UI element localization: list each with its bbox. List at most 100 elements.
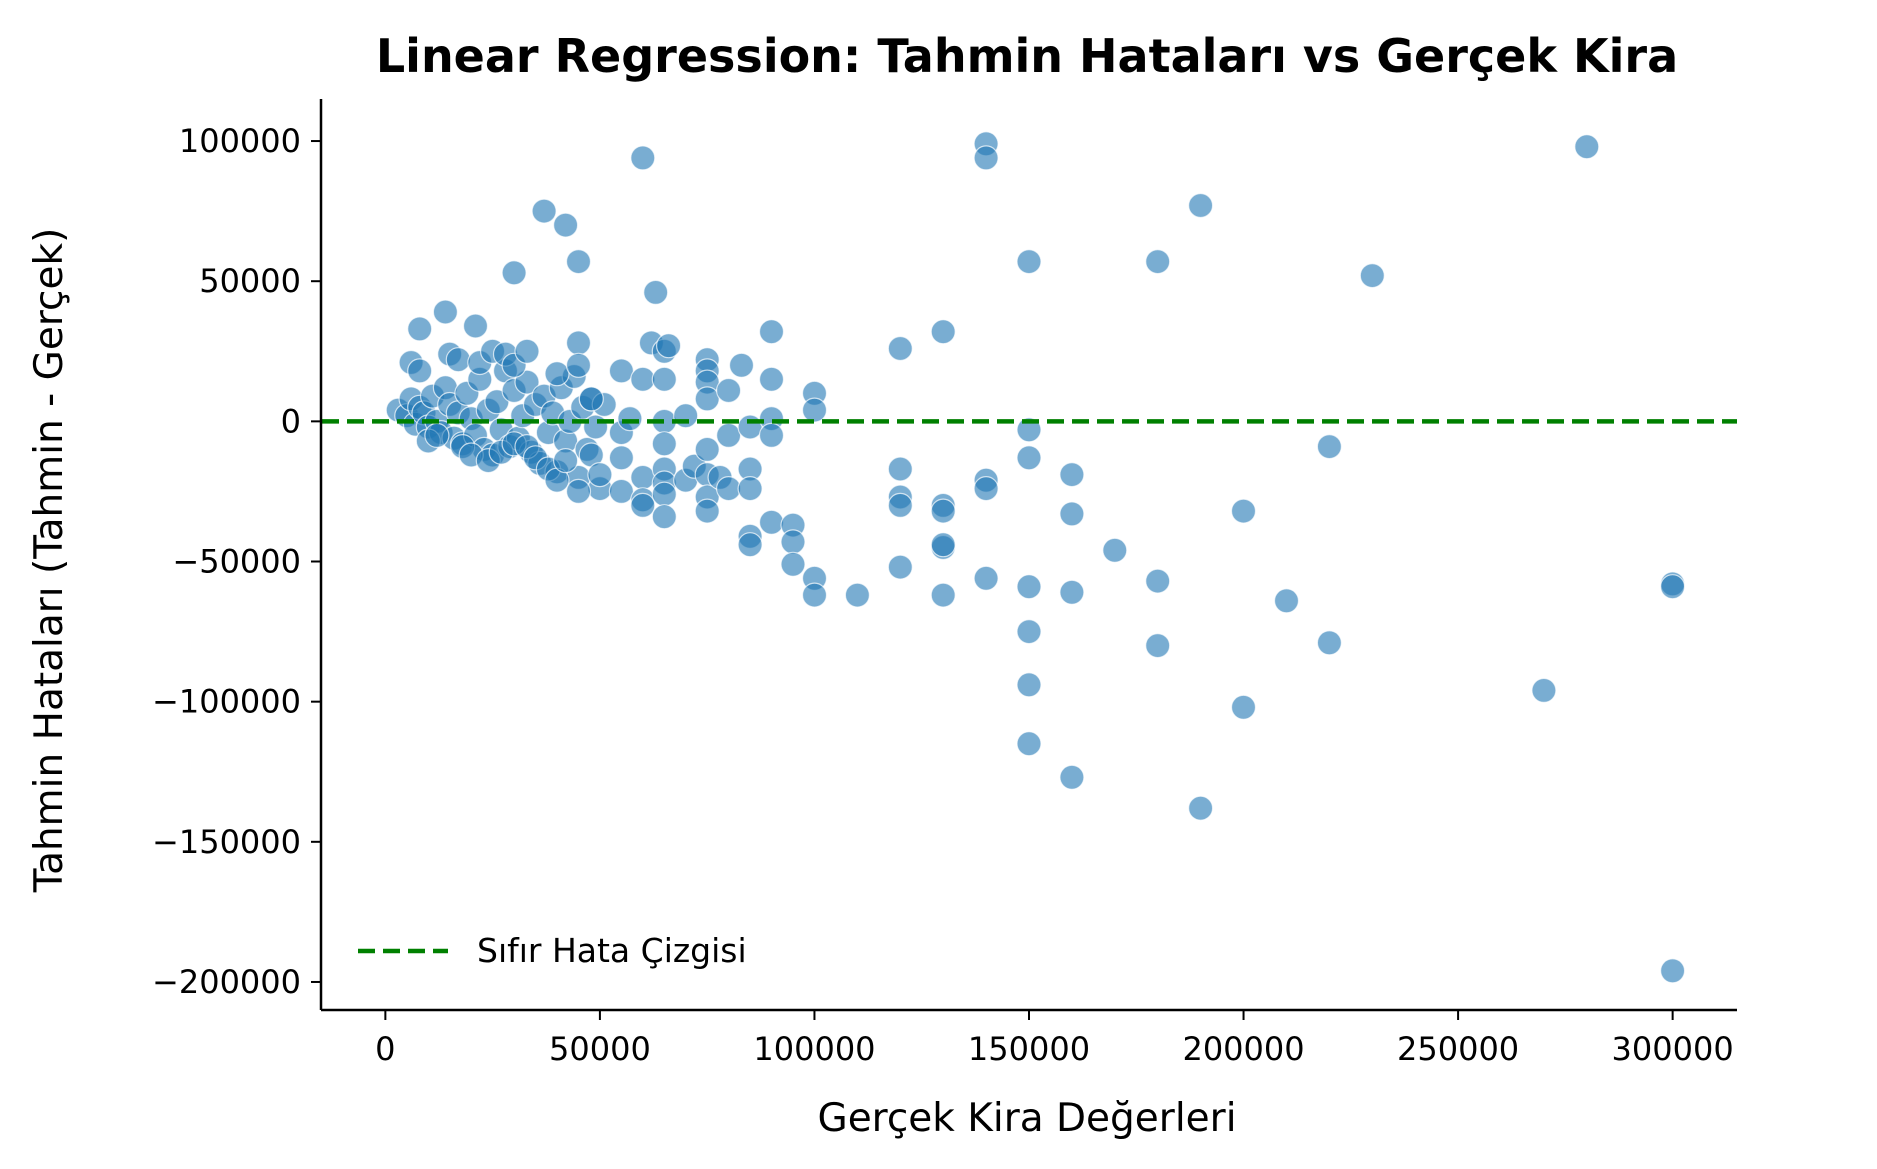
data-point [565, 478, 592, 504]
data-point [643, 279, 669, 305]
data-point [1145, 632, 1171, 659]
data-point [758, 509, 785, 535]
data-point [565, 249, 592, 275]
data-point [1016, 445, 1042, 471]
data-point [1273, 588, 1300, 614]
data-point [930, 498, 956, 524]
data-point [617, 406, 643, 432]
data-point [801, 397, 828, 423]
x-tick-label: 300000 [1612, 1030, 1734, 1068]
data-point [715, 377, 742, 404]
data-point [780, 551, 806, 577]
chart-title: Linear Regression: Tahmin Hataları vs Ge… [376, 29, 1678, 83]
data-point [1187, 795, 1214, 821]
data-point [887, 554, 913, 580]
data-point [587, 462, 613, 488]
x-axis-ticks: 0 50000 100000 150000 200000 250000 300000 [375, 1010, 1734, 1068]
data-point [1145, 249, 1171, 275]
data-point [887, 335, 913, 362]
data-point [1016, 618, 1042, 645]
data-point [694, 386, 720, 412]
x-tick-label: 200000 [1182, 1030, 1304, 1068]
y-tick-label: −150000 [152, 823, 301, 861]
legend-label: Sıfır Hata Çizgisi [477, 931, 747, 970]
x-axis-label: Gerçek Kira Değerleri [817, 1096, 1236, 1141]
data-point [608, 358, 635, 384]
data-point [630, 492, 656, 518]
axes [319, 99, 1737, 1012]
data-point [1016, 417, 1042, 443]
data-point [930, 532, 956, 558]
data-point [1316, 630, 1343, 656]
data-point [445, 347, 471, 373]
data-point [1145, 568, 1171, 594]
data-point [930, 319, 956, 345]
data-point [531, 198, 557, 224]
data-point [630, 145, 656, 171]
data-point [801, 582, 828, 608]
data-point [514, 338, 540, 364]
data-point [565, 330, 592, 356]
data-point [1059, 501, 1085, 527]
data-point [630, 464, 656, 490]
data-point [973, 476, 999, 502]
data-point [1059, 462, 1085, 488]
data-point [737, 414, 763, 440]
data-point [973, 145, 999, 171]
x-tick-label: 150000 [968, 1030, 1090, 1068]
data-point [1016, 574, 1042, 600]
data-point [728, 352, 755, 378]
data-point [651, 481, 677, 507]
data-point [651, 504, 677, 530]
y-tick-label: −200000 [152, 963, 301, 1001]
data-point [1659, 574, 1686, 600]
x-tick-label: 0 [375, 1030, 395, 1068]
data-point [737, 532, 763, 558]
y-axis-label: Tahmin Hataları (Tahmin - Gerçek) [27, 228, 72, 894]
data-point [694, 498, 720, 524]
x-tick-label: 250000 [1397, 1030, 1519, 1068]
y-tick-label: −50000 [172, 543, 301, 581]
data-point [630, 366, 656, 392]
data-point [407, 316, 433, 342]
data-point [673, 403, 699, 429]
data-point [715, 476, 742, 502]
data-point [715, 422, 742, 448]
y-tick-label: −100000 [152, 683, 301, 721]
data-point [501, 260, 527, 286]
legend: Sıfır Hata Çizgisi [358, 931, 747, 970]
data-point [737, 476, 763, 502]
data-point [1316, 434, 1343, 460]
data-point [1016, 672, 1042, 698]
data-point [552, 212, 579, 238]
data-point [1230, 498, 1257, 524]
data-point [1574, 134, 1600, 160]
data-point [578, 386, 604, 412]
data-point [758, 366, 785, 392]
data-point [973, 565, 999, 591]
data-point [758, 319, 785, 345]
data-point [608, 445, 635, 471]
data-point [1059, 579, 1085, 605]
data-point [1016, 249, 1042, 275]
data-point [1187, 192, 1214, 219]
data-point [651, 366, 677, 392]
data-point [514, 369, 540, 395]
data-point [655, 333, 682, 359]
data-point [1531, 677, 1557, 704]
data-point [1102, 537, 1128, 563]
y-axis-ticks: 100000 50000 0 −50000 −100000 −150000 −200000 [152, 122, 321, 1001]
data-point [887, 492, 913, 518]
y-tick-label: 100000 [179, 122, 301, 160]
data-point [565, 352, 592, 378]
data-point [462, 313, 489, 339]
y-tick-label: 50000 [199, 262, 301, 300]
data-point [582, 414, 609, 440]
data-point [424, 422, 450, 448]
y-tick-label: 0 [281, 402, 301, 440]
data-point [552, 448, 579, 474]
data-point [1059, 764, 1085, 790]
x-tick-label: 100000 [753, 1030, 875, 1068]
data-point [1016, 731, 1042, 757]
data-point [1659, 958, 1686, 984]
